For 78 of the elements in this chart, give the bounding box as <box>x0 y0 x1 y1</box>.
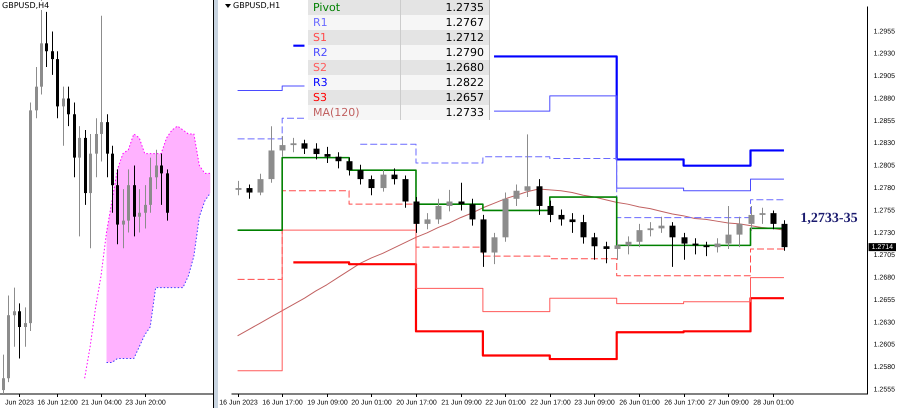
candlestick <box>692 238 698 255</box>
candlestick <box>144 184 147 230</box>
candlestick <box>35 66 38 119</box>
candlestick <box>636 223 642 248</box>
candlestick <box>95 118 98 178</box>
annotation: 1.2657 <box>400 90 490 105</box>
candlestick <box>336 152 342 169</box>
candlestick <box>67 86 70 127</box>
annotation: 1.2733 <box>400 105 490 120</box>
annotation: 1.2680 <box>400 60 490 75</box>
annotation: 1.2822 <box>400 75 490 90</box>
candlestick <box>770 210 776 230</box>
candlestick <box>414 196 420 234</box>
candlestick <box>470 198 476 226</box>
candlestick <box>682 232 688 260</box>
candlestick <box>246 184 252 200</box>
candlestick <box>402 175 408 208</box>
candlestick <box>736 216 742 248</box>
candlestick <box>458 182 464 211</box>
candlestick <box>670 222 676 268</box>
candlestick <box>536 178 542 216</box>
candlestick <box>782 220 788 252</box>
candlestick <box>380 170 386 192</box>
chart-title: GBPUSD,H1 <box>232 1 282 10</box>
text: Pivot <box>313 1 340 14</box>
text: MA(120) <box>313 106 360 119</box>
candlestick <box>592 232 598 260</box>
candlestick <box>492 232 498 265</box>
text: R2 <box>313 46 328 59</box>
candlestick <box>726 205 732 250</box>
annotation: 1.2767 <box>400 15 490 30</box>
candlestick <box>24 306 27 348</box>
candlestick <box>626 236 632 255</box>
candlestick <box>424 212 430 230</box>
candlestick <box>358 164 364 185</box>
candlestick <box>2 354 5 394</box>
candlestick <box>436 198 442 224</box>
candlestick <box>324 146 330 164</box>
candlestick <box>446 189 452 212</box>
text: S2 <box>313 61 327 74</box>
text: R3 <box>313 76 328 89</box>
candlestick <box>18 302 21 360</box>
candlestick <box>558 209 564 226</box>
annotation: 1,2733-35 <box>800 210 858 226</box>
text: S1 <box>313 31 327 44</box>
candlestick <box>122 188 125 249</box>
candlestick <box>258 173 264 196</box>
candlestick <box>392 168 398 185</box>
candlestick <box>280 136 286 158</box>
text: S3 <box>313 91 327 104</box>
candlestick <box>614 239 620 260</box>
candlestick <box>100 15 103 162</box>
annotation: 1.2712 <box>400 30 490 45</box>
candlestick <box>570 212 576 234</box>
candlestick <box>548 200 554 223</box>
candlestick <box>604 241 610 264</box>
candlestick <box>524 134 530 198</box>
candlestick <box>514 184 520 206</box>
annotation: 1.2790 <box>400 45 490 60</box>
candlestick <box>236 180 242 196</box>
text: R1 <box>313 16 328 29</box>
annotation: 1.2735 <box>400 0 490 15</box>
candlestick <box>368 175 374 196</box>
chart-title: GBPUSD,H4 <box>1 1 50 10</box>
candlestick <box>45 11 48 68</box>
candlestick <box>155 149 158 190</box>
candlestick <box>346 157 352 176</box>
candlestick <box>748 205 754 232</box>
candlestick <box>78 126 81 237</box>
candlestick <box>314 142 320 160</box>
candlestick <box>760 207 766 224</box>
candlestick <box>658 216 664 234</box>
candlestick <box>51 31 54 76</box>
candlestick <box>302 139 308 155</box>
candlestick <box>714 238 720 254</box>
candlestick <box>160 153 163 206</box>
candlestick <box>580 214 586 244</box>
candlestick <box>62 86 65 146</box>
